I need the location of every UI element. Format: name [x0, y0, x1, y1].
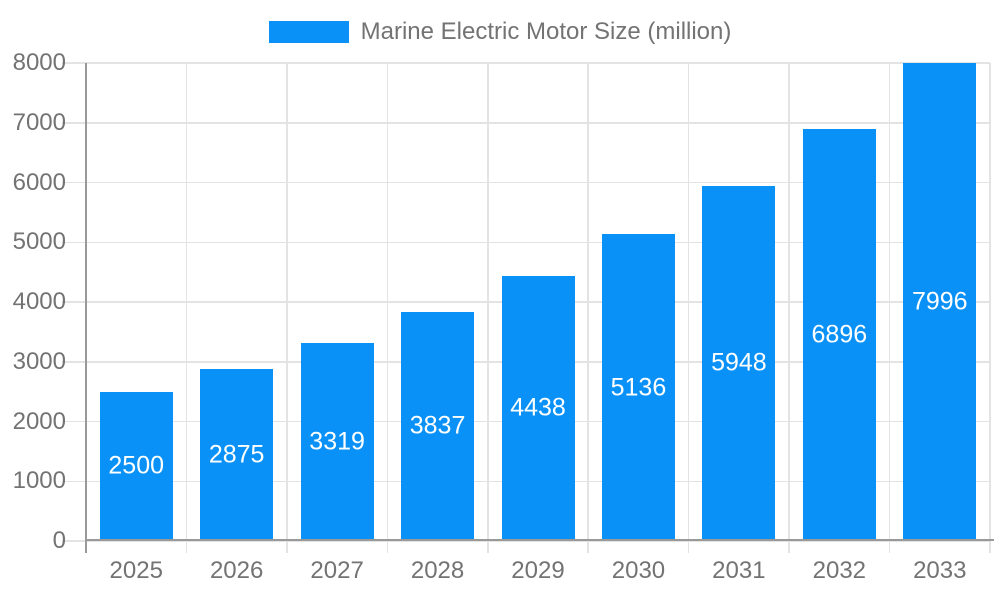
gridline-h — [62, 540, 990, 542]
bar-2025[interactable] — [99, 391, 173, 541]
bar-2033[interactable] — [903, 63, 977, 541]
bar-2029[interactable] — [501, 275, 575, 541]
y-axis-line — [85, 63, 87, 553]
bar-value-label: 7996 — [911, 287, 968, 316]
gridline-v — [587, 63, 589, 553]
gridline-v — [788, 63, 790, 553]
y-axis-tick-label: 4000 — [12, 288, 66, 315]
gridline-h — [62, 241, 990, 243]
x-axis-tick-label: 2032 — [812, 557, 867, 584]
bar-value-label: 5948 — [711, 348, 767, 377]
gridline-h — [62, 122, 990, 124]
bar-value-label: 4438 — [510, 393, 566, 422]
x-axis-tick-label: 2025 — [109, 557, 163, 584]
gridline-v — [687, 63, 690, 553]
x-axis-tick-label: 2027 — [310, 557, 364, 584]
bar-2028[interactable] — [401, 311, 475, 541]
bar-2032[interactable] — [802, 128, 876, 541]
bar-2026[interactable] — [200, 369, 274, 541]
bar-2030[interactable] — [601, 234, 675, 541]
gridline-v — [286, 63, 288, 553]
gridline-v — [888, 63, 891, 553]
gridline-h — [62, 62, 990, 64]
x-axis-tick-label: 2029 — [511, 557, 565, 584]
legend-swatch-icon — [268, 21, 349, 43]
y-axis-tick-label: 8000 — [12, 49, 66, 76]
y-axis-tick-label: 1000 — [12, 467, 66, 495]
x-axis-tick-label: 2026 — [209, 557, 264, 584]
x-axis-line — [86, 539, 994, 541]
y-axis-tick-label: 0 — [52, 527, 66, 554]
gridline-v — [487, 63, 489, 553]
bar-value-label: 2875 — [208, 440, 265, 469]
bar-value-label: 2500 — [108, 451, 165, 480]
x-axis-tick-label: 2031 — [712, 557, 766, 584]
legend-label: Marine Electric Motor Size (million) — [360, 18, 732, 45]
legend[interactable]: Marine Electric Motor Size (million) — [0, 18, 1000, 46]
y-axis-tick-label: 3000 — [12, 347, 66, 375]
gridline-v — [386, 63, 389, 553]
gridline-v — [989, 63, 991, 553]
bar-2031[interactable] — [702, 185, 776, 541]
x-axis-tick-label: 2033 — [913, 557, 967, 584]
bar-2027[interactable] — [300, 342, 374, 541]
bar-value-label: 6896 — [811, 320, 868, 349]
bar-value-label: 3319 — [309, 427, 365, 456]
x-axis-tick-label: 2028 — [410, 557, 465, 584]
gridline-h — [62, 181, 990, 184]
y-axis-tick-label: 7000 — [12, 108, 66, 136]
x-axis-tick-label: 2030 — [611, 557, 666, 584]
gridline-v — [185, 63, 188, 553]
y-axis-tick-label: 5000 — [12, 228, 66, 256]
bar-value-label: 3837 — [409, 411, 466, 440]
bar-value-label: 5136 — [610, 373, 667, 402]
plot-area: 2500 2875 3319 3837 4438 5136 5948 6896 7996 — [62, 62, 994, 553]
y-axis-tick-label: 6000 — [12, 168, 66, 196]
y-axis-tick-label: 2000 — [12, 407, 66, 435]
